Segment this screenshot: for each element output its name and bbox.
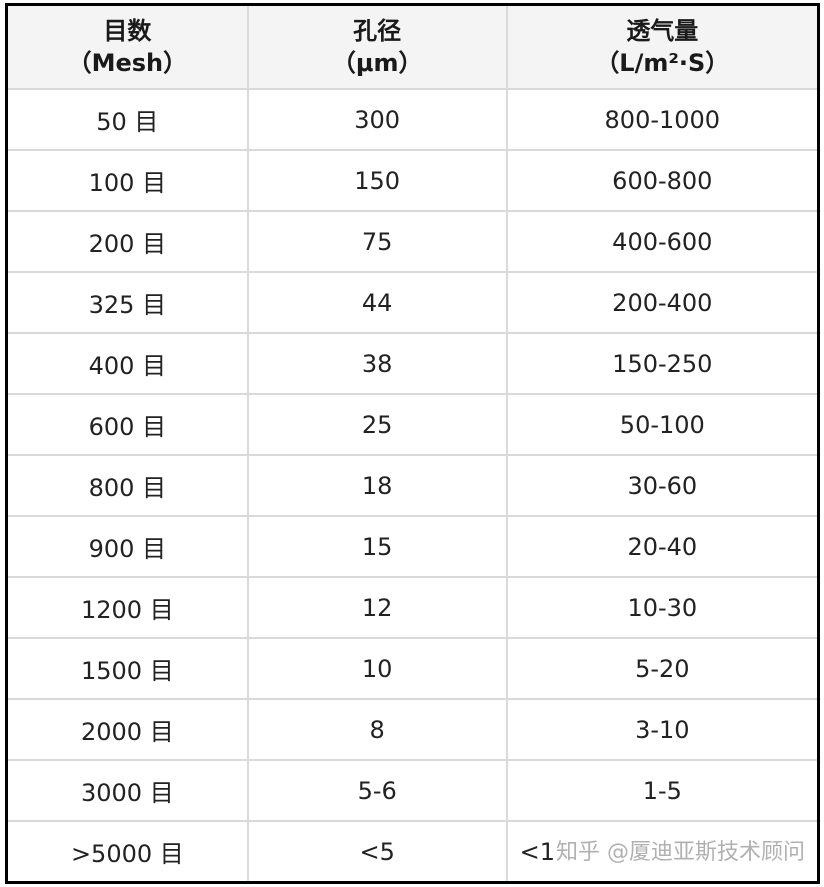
cell-mesh: 800 目 — [5, 454, 249, 517]
cell-air-permeability: 200-400 — [505, 271, 820, 334]
header-row: 目数 （Mesh） 孔径 （μm） 透气量 （L/m²·S） — [5, 3, 820, 90]
cell-aperture: 10 — [246, 637, 508, 700]
table-row: 50 目 300 800-1000 — [5, 88, 820, 151]
table-row: 400 目 38 150-250 — [5, 332, 820, 395]
cell-mesh: 50 目 — [5, 88, 249, 151]
cell-mesh: 1500 目 — [5, 637, 249, 700]
cell-air-permeability: 600-800 — [505, 149, 820, 212]
cell-aperture: 15 — [246, 515, 508, 578]
header-text: 目数 — [103, 17, 152, 45]
cell-aperture: 5-6 — [246, 759, 508, 822]
cell-mesh: 900 目 — [5, 515, 249, 578]
header-air-permeability: 透气量 （L/m²·S） — [505, 3, 820, 90]
table-row: 3000 目 5-6 1-5 — [5, 759, 820, 822]
header-text: 孔径 — [353, 17, 402, 45]
cell-air-permeability: 20-40 — [505, 515, 820, 578]
cell-air-permeability: <1 — [505, 820, 820, 884]
cell-air-permeability: 800-1000 — [505, 88, 820, 151]
table-row: 200 目 75 400-600 — [5, 210, 820, 273]
cell-aperture: 300 — [246, 88, 508, 151]
cell-aperture: 18 — [246, 454, 508, 517]
cell-mesh: 600 目 — [5, 393, 249, 456]
cell-air-permeability: 10-30 — [505, 576, 820, 639]
table-row: 1200 目 12 10-30 — [5, 576, 820, 639]
cell-aperture: <5 — [246, 820, 508, 884]
cell-aperture: 8 — [246, 698, 508, 761]
cell-mesh: 400 目 — [5, 332, 249, 395]
table-row: 325 目 44 200-400 — [5, 271, 820, 334]
cell-air-permeability: 3-10 — [505, 698, 820, 761]
table-row: 900 目 15 20-40 — [5, 515, 820, 578]
table-row: 600 目 25 50-100 — [5, 393, 820, 456]
header-mesh: 目数 （Mesh） — [5, 3, 249, 90]
table-row: 800 目 18 30-60 — [5, 454, 820, 517]
cell-air-permeability: 5-20 — [505, 637, 820, 700]
cell-air-permeability: 150-250 — [505, 332, 820, 395]
cell-mesh: >5000 目 — [5, 820, 249, 884]
cell-aperture: 150 — [246, 149, 508, 212]
cell-air-permeability: 30-60 — [505, 454, 820, 517]
cell-mesh: 200 目 — [5, 210, 249, 273]
header-aperture: 孔径 （μm） — [246, 3, 508, 90]
cell-air-permeability: 400-600 — [505, 210, 820, 273]
header-text: 透气量 — [626, 17, 699, 45]
cell-mesh: 1200 目 — [5, 576, 249, 639]
watermark: 知乎 @厦迪亚斯技术顾问 — [556, 840, 805, 865]
table-row: 100 目 150 600-800 — [5, 149, 820, 212]
cell-aperture: 12 — [246, 576, 508, 639]
cell-aperture: 25 — [246, 393, 508, 456]
cell-mesh: 2000 目 — [5, 698, 249, 761]
table-row: 1500 目 10 5-20 — [5, 637, 820, 700]
table-row: >5000 目 <5 <1 — [5, 820, 820, 884]
cell-aperture: 75 — [246, 210, 508, 273]
mesh-table: 目数 （Mesh） 孔径 （μm） 透气量 （L/m²·S） 50 目 300 800-100… — [5, 3, 820, 884]
header-text: （Mesh） — [67, 49, 188, 77]
cell-air-permeability: 1-5 — [505, 759, 820, 822]
cell-mesh: 100 目 — [5, 149, 249, 212]
table-row: 2000 目 8 3-10 — [5, 698, 820, 761]
header-text: （L/m²·S） — [595, 49, 730, 77]
cell-aperture: 38 — [246, 332, 508, 395]
cell-mesh: 3000 目 — [5, 759, 249, 822]
cell-air-permeability: 50-100 — [505, 393, 820, 456]
cell-aperture: 44 — [246, 271, 508, 334]
cell-mesh: 325 目 — [5, 271, 249, 334]
header-text: （μm） — [331, 49, 423, 77]
